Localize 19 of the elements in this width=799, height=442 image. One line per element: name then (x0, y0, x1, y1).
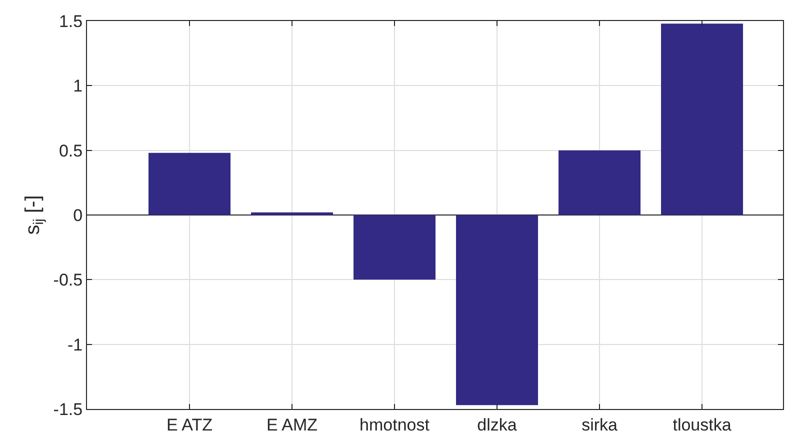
bar (148, 152, 231, 215)
x-tick-label: sirka (582, 415, 618, 434)
x-tick-label: E AMZ (266, 415, 318, 434)
bar (661, 24, 744, 215)
bar (251, 212, 334, 215)
y-tick-label: 0 (73, 206, 83, 225)
y-tick-label: -1 (67, 335, 83, 354)
x-tick-label: tloustka (672, 415, 732, 434)
x-tick-label: dlzka (477, 415, 518, 434)
bar (354, 215, 436, 280)
x-tick-label: E ATZ (166, 415, 212, 434)
bar (456, 215, 538, 406)
y-tick-label: 0.5 (58, 141, 83, 160)
y-tick-label: -1.5 (53, 400, 83, 419)
y-tick-label: 1 (73, 76, 83, 96)
x-tick-label: hmotnost (360, 415, 430, 434)
y-tick-label: -0.5 (53, 270, 83, 290)
bar (558, 150, 641, 215)
y-tick-label: 1.5 (58, 12, 83, 31)
